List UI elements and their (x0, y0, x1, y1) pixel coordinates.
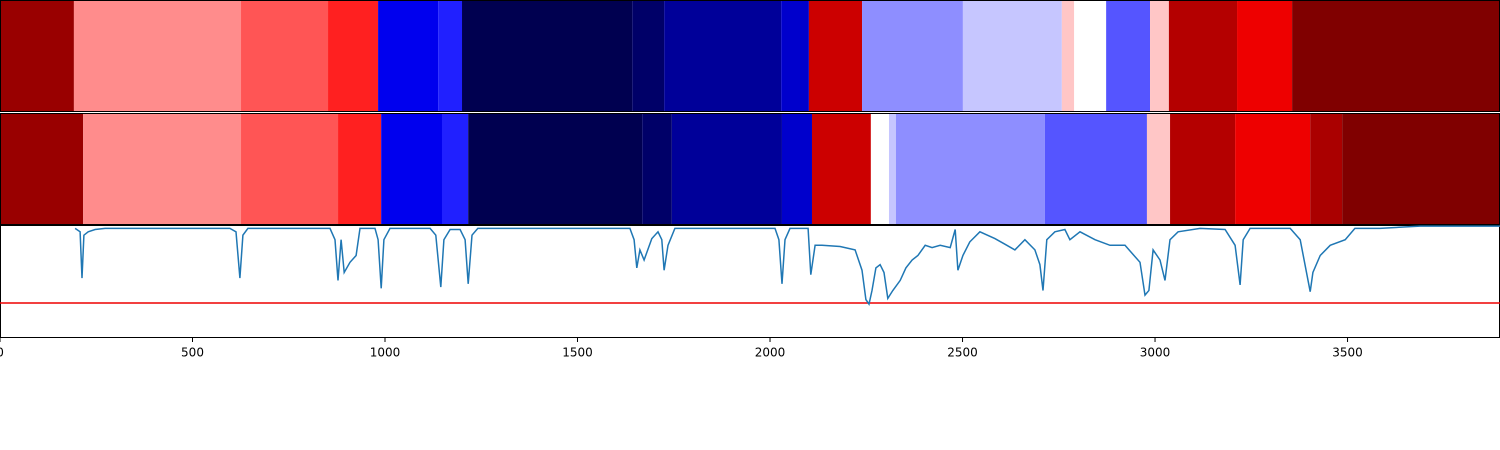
segment (642, 113, 672, 225)
segment (1292, 0, 1500, 112)
segment (664, 0, 782, 112)
segment (241, 0, 329, 112)
segment (438, 0, 463, 112)
line-panel-frame (0, 225, 1500, 338)
segment (462, 0, 633, 112)
segment (1106, 0, 1151, 112)
segment (1235, 113, 1311, 225)
segment (468, 113, 643, 225)
segment (1044, 113, 1147, 225)
segment (1074, 0, 1107, 112)
segment (862, 0, 963, 112)
segment (0, 0, 74, 112)
segment (895, 113, 1045, 225)
x-tick-label: 1500 (562, 346, 593, 360)
segment (671, 113, 782, 225)
segment (888, 113, 896, 225)
segment (0, 113, 84, 225)
segment (808, 0, 863, 112)
segment (1170, 113, 1236, 225)
segment (441, 113, 469, 225)
x-tick-label: 2000 (755, 346, 786, 360)
x-tick-label: 2500 (947, 346, 978, 360)
segment (1168, 0, 1238, 112)
segment (781, 113, 812, 225)
segment (338, 113, 382, 225)
segment (1237, 0, 1293, 112)
segment (1061, 0, 1075, 112)
segment (870, 113, 889, 225)
segment (1146, 113, 1171, 225)
x-tick-label: 500 (181, 346, 204, 360)
segment (1150, 0, 1169, 112)
segment (1342, 113, 1500, 225)
x-tick-label: 1000 (370, 346, 401, 360)
segment (381, 113, 442, 225)
segment (632, 0, 665, 112)
x-tick-label: 0 (0, 346, 4, 360)
line (74, 225, 1500, 306)
segment (378, 0, 439, 112)
segment (811, 113, 871, 225)
segment (781, 0, 809, 112)
segment (962, 0, 1062, 112)
segment (83, 113, 242, 225)
segment (1310, 113, 1343, 225)
x-tick-label: 3500 (1332, 346, 1363, 360)
segment (328, 0, 379, 112)
segment (241, 113, 339, 225)
segment (73, 0, 242, 112)
x-tick-label: 3000 (1140, 346, 1171, 360)
